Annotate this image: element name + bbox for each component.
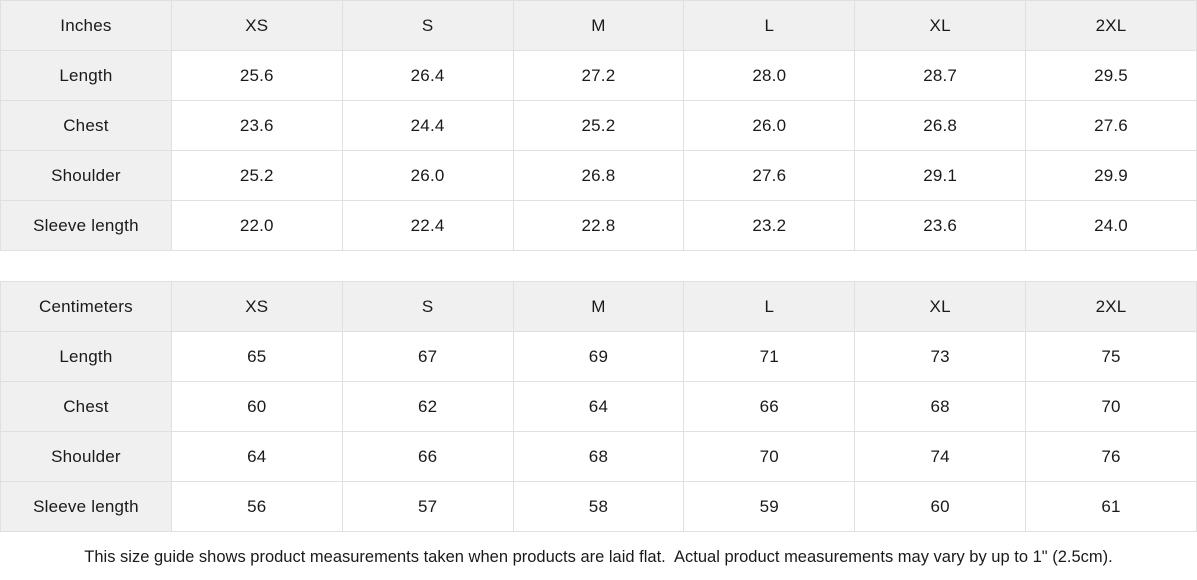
measurement-cell: 58 — [512, 481, 685, 532]
measurement-cell: 26.4 — [341, 50, 514, 101]
row-label: Shoulder — [0, 150, 172, 201]
row-label: Sleeve length — [0, 481, 172, 532]
measurement-cell: 23.6 — [170, 100, 343, 151]
measurement-row: Shoulder 64 66 68 70 74 76 — [0, 431, 1197, 482]
size-column-header: XL — [854, 281, 1027, 332]
measurement-cell: 27.2 — [512, 50, 685, 101]
measurement-cell: 25.6 — [170, 50, 343, 101]
measurement-cell: 26.8 — [854, 100, 1027, 151]
measurement-row: Shoulder 25.2 26.0 26.8 27.6 29.1 29.9 — [0, 150, 1197, 201]
measurement-cell: 64 — [170, 431, 343, 482]
measurement-cell: 67 — [341, 331, 514, 382]
measurement-cell: 56 — [170, 481, 343, 532]
measurement-cell: 70 — [683, 431, 856, 482]
tables-host: Inches XS S M L XL 2XL Length 25.6 26.4 27.2 28.0 28… — [0, 0, 1197, 532]
measurement-cell: 60 — [170, 381, 343, 432]
row-label: Sleeve length — [0, 200, 172, 251]
measurement-cell: 71 — [683, 331, 856, 382]
measurement-cell: 24.4 — [341, 100, 514, 151]
measurement-row: Sleeve length 22.0 22.4 22.8 23.2 23.6 24.0 — [0, 200, 1197, 251]
size-column-header: S — [341, 281, 514, 332]
measurement-row: Chest 60 62 64 66 68 70 — [0, 381, 1197, 432]
row-label: Length — [0, 50, 172, 101]
measurement-cell: 76 — [1025, 431, 1197, 482]
measurement-cell: 61 — [1025, 481, 1197, 532]
size-column-header: M — [512, 281, 685, 332]
measurement-cell: 59 — [683, 481, 856, 532]
measurement-cell: 26.0 — [683, 100, 856, 151]
measurement-cell: 29.9 — [1025, 150, 1197, 201]
measurement-cell: 69 — [512, 331, 685, 382]
unit-label: Centimeters — [0, 281, 172, 332]
measurement-cell: 28.7 — [854, 50, 1027, 101]
row-label: Chest — [0, 381, 172, 432]
measurement-cell: 22.4 — [341, 200, 514, 251]
header-row: Inches XS S M L XL 2XL — [0, 0, 1197, 51]
measurement-cell: 68 — [512, 431, 685, 482]
measurement-cell: 23.2 — [683, 200, 856, 251]
size-column-header: M — [512, 0, 685, 51]
measurement-cell: 29.1 — [854, 150, 1027, 201]
measurement-cell: 22.0 — [170, 200, 343, 251]
measurement-row: Sleeve length 56 57 58 59 60 61 — [0, 481, 1197, 532]
measurement-cell: 75 — [1025, 331, 1197, 382]
size-column-header: XS — [170, 281, 343, 332]
size-column-header: L — [683, 281, 856, 332]
measurement-cell: 68 — [854, 381, 1027, 432]
row-label: Length — [0, 331, 172, 382]
row-label: Shoulder — [0, 431, 172, 482]
size-column-header: S — [341, 0, 514, 51]
measurement-cell: 65 — [170, 331, 343, 382]
measurement-cell: 27.6 — [1025, 100, 1197, 151]
measurement-cell: 23.6 — [854, 200, 1027, 251]
measurement-cell: 64 — [512, 381, 685, 432]
size-column-header: XS — [170, 0, 343, 51]
measurement-cell: 25.2 — [512, 100, 685, 151]
measurement-row: Length 65 67 69 71 73 75 — [0, 331, 1197, 382]
measurement-cell: 26.8 — [512, 150, 685, 201]
size-column-header: L — [683, 0, 856, 51]
size-column-header: XL — [854, 0, 1027, 51]
footer-note: This size guide shows product measuremen… — [0, 532, 1197, 580]
measurement-cell: 73 — [854, 331, 1027, 382]
header-row: Centimeters XS S M L XL 2XL — [0, 281, 1197, 332]
measurement-cell: 24.0 — [1025, 200, 1197, 251]
size-table-centimeters: Centimeters XS S M L XL 2XL Length 65 67 69 71 73 75 C… — [0, 281, 1197, 532]
measurement-cell: 62 — [341, 381, 514, 432]
measurement-cell: 66 — [341, 431, 514, 482]
measurement-cell: 70 — [1025, 381, 1197, 432]
measurement-cell: 28.0 — [683, 50, 856, 101]
measurement-cell: 60 — [854, 481, 1027, 532]
measurement-row: Length 25.6 26.4 27.2 28.0 28.7 29.5 — [0, 50, 1197, 101]
measurement-cell: 22.8 — [512, 200, 685, 251]
measurement-cell: 74 — [854, 431, 1027, 482]
size-column-header: 2XL — [1025, 0, 1197, 51]
measurement-cell: 57 — [341, 481, 514, 532]
measurement-cell: 27.6 — [683, 150, 856, 201]
measurement-cell: 66 — [683, 381, 856, 432]
measurement-row: Chest 23.6 24.4 25.2 26.0 26.8 27.6 — [0, 100, 1197, 151]
unit-label: Inches — [0, 0, 172, 51]
row-label: Chest — [0, 100, 172, 151]
measurement-cell: 26.0 — [341, 150, 514, 201]
size-table-inches: Inches XS S M L XL 2XL Length 25.6 26.4 27.2 28.0 28… — [0, 0, 1197, 251]
table-spacer — [0, 251, 1197, 281]
measurement-cell: 29.5 — [1025, 50, 1197, 101]
size-column-header: 2XL — [1025, 281, 1197, 332]
measurement-cell: 25.2 — [170, 150, 343, 201]
